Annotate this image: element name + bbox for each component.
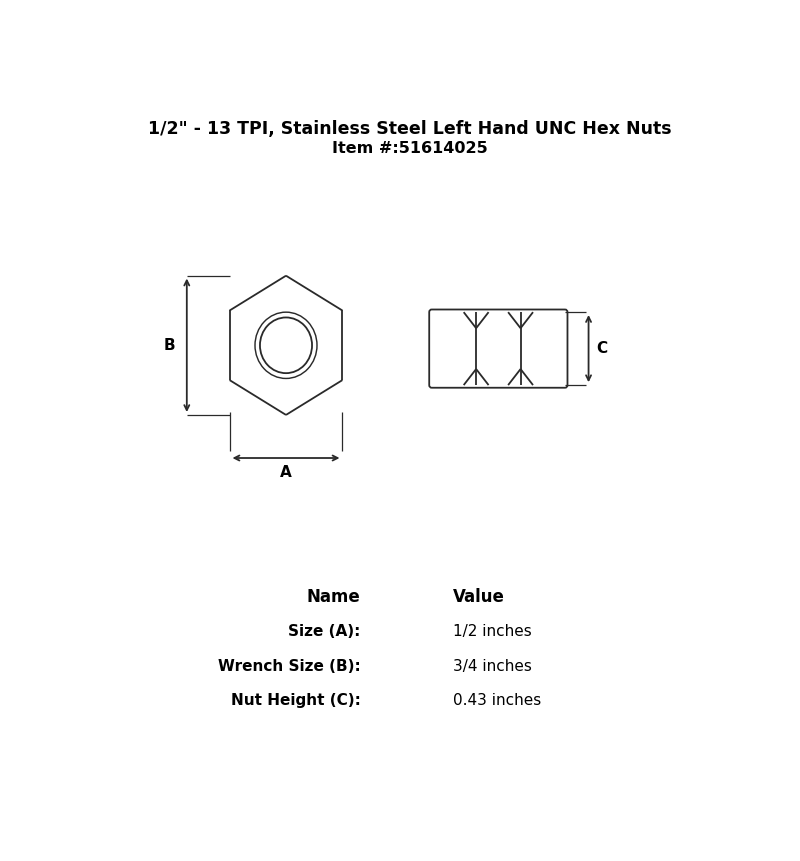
Text: 1/2" - 13 TPI, Stainless Steel Left Hand UNC Hex Nuts: 1/2" - 13 TPI, Stainless Steel Left Hand… (148, 120, 672, 138)
Text: 1/2 inches: 1/2 inches (454, 624, 532, 639)
Text: C: C (597, 341, 608, 356)
Text: Wrench Size (B):: Wrench Size (B): (218, 659, 360, 673)
Text: 3/4 inches: 3/4 inches (454, 659, 532, 673)
Text: Value: Value (454, 588, 506, 606)
Text: Name: Name (306, 588, 360, 606)
Text: Item #:51614025: Item #:51614025 (332, 141, 488, 156)
Text: 0.43 inches: 0.43 inches (454, 693, 542, 708)
Text: A: A (280, 465, 292, 480)
Text: Size (A):: Size (A): (288, 624, 360, 639)
Text: B: B (164, 338, 175, 353)
Text: Nut Height (C):: Nut Height (C): (230, 693, 360, 708)
